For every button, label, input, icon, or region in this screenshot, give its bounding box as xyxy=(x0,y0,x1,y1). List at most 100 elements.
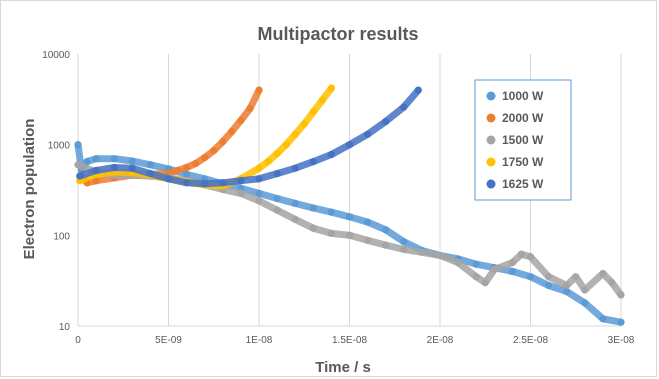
data-point xyxy=(414,86,422,94)
data-point xyxy=(508,259,516,267)
legend-label: 1625 W xyxy=(502,177,544,191)
data-point xyxy=(192,159,200,168)
data-point xyxy=(400,245,408,253)
data-point xyxy=(608,279,616,287)
data-point xyxy=(128,157,136,165)
data-point xyxy=(237,189,245,198)
x-tick-label: 5E-09 xyxy=(155,335,182,346)
data-point xyxy=(526,253,535,261)
data-point xyxy=(364,130,372,138)
legend-label: 1000 W xyxy=(502,89,544,103)
data-point xyxy=(617,291,625,299)
data-point xyxy=(246,104,254,113)
data-point xyxy=(92,177,100,185)
data-point xyxy=(400,238,408,246)
legend-marker xyxy=(486,91,496,101)
data-point xyxy=(74,161,82,169)
data-point xyxy=(599,315,607,323)
data-point xyxy=(183,170,191,178)
data-point xyxy=(508,267,516,276)
data-point xyxy=(273,169,281,178)
data-point xyxy=(201,180,209,188)
data-point xyxy=(327,150,335,159)
data-point xyxy=(563,287,571,296)
data-point xyxy=(327,208,335,216)
y-tick-label: 10 xyxy=(59,322,71,333)
data-point xyxy=(128,164,136,172)
data-point xyxy=(146,161,154,169)
data-point xyxy=(76,172,84,180)
legend-label: 1750 W xyxy=(502,155,544,169)
data-point xyxy=(237,116,245,125)
data-point xyxy=(581,299,589,307)
data-point xyxy=(273,206,281,214)
data-point xyxy=(309,204,317,212)
legend-marker xyxy=(486,157,496,167)
data-point xyxy=(164,175,173,183)
data-point xyxy=(309,224,317,232)
data-point xyxy=(219,138,227,146)
x-tick-label: 2.5E-08 xyxy=(513,335,548,346)
x-tick-label: 3E-08 xyxy=(608,335,635,346)
data-point xyxy=(364,236,372,244)
data-point xyxy=(382,241,390,249)
x-tick-label: 2E-08 xyxy=(427,335,454,346)
data-point xyxy=(273,149,281,158)
data-point xyxy=(237,177,245,185)
data-point xyxy=(183,163,191,172)
legend-marker xyxy=(486,179,496,189)
x-axis-title: Time / s xyxy=(315,359,371,376)
data-point xyxy=(291,130,299,138)
data-point xyxy=(345,213,354,221)
data-point xyxy=(318,96,326,104)
legend: 1000 W 2000 W 1500 W 1750 W 1625 W xyxy=(474,79,572,201)
chart-title: Multipactor results xyxy=(257,24,418,44)
data-point xyxy=(282,141,290,149)
data-point xyxy=(291,164,299,172)
x-tick-label: 1.5E-08 xyxy=(332,335,367,346)
data-point xyxy=(400,103,408,111)
legend-marker xyxy=(486,113,496,123)
data-point xyxy=(545,273,553,281)
data-point xyxy=(83,158,91,166)
data-point xyxy=(146,169,154,178)
data-point xyxy=(255,189,263,198)
data-point xyxy=(418,248,426,256)
data-point xyxy=(599,269,607,278)
data-point xyxy=(454,259,462,267)
data-point xyxy=(345,141,354,149)
x-tick-label: 1E-08 xyxy=(246,335,273,346)
data-point xyxy=(273,194,281,203)
data-point xyxy=(382,226,390,234)
data-point xyxy=(219,179,227,187)
data-point xyxy=(173,166,182,175)
data-point xyxy=(210,147,218,155)
data-point xyxy=(364,218,372,226)
axis-layer: 0 5E-09 1E-08 1.5E-08 2E-08 2.5E-08 3E-08 10 100… xyxy=(42,50,635,346)
data-point xyxy=(382,117,390,126)
data-point xyxy=(545,281,553,290)
data-point xyxy=(228,127,236,136)
data-point xyxy=(300,120,308,128)
data-point xyxy=(255,197,263,205)
data-point xyxy=(327,229,335,238)
data-point xyxy=(309,108,317,116)
data-point xyxy=(201,154,209,162)
data-point xyxy=(264,158,272,166)
y-tick-label: 100 xyxy=(53,231,70,242)
data-point xyxy=(345,231,354,239)
data-point xyxy=(327,84,335,92)
data-point xyxy=(255,164,263,172)
data-point xyxy=(581,286,589,294)
data-point xyxy=(563,281,571,290)
data-point xyxy=(436,251,444,260)
legend-marker xyxy=(486,135,496,145)
data-point xyxy=(74,141,82,149)
data-layer xyxy=(74,84,625,326)
data-point xyxy=(526,273,535,281)
y-axis-title: Electron population xyxy=(21,119,38,260)
series-1625-w xyxy=(76,86,422,188)
legend-label: 2000 W xyxy=(502,111,544,125)
